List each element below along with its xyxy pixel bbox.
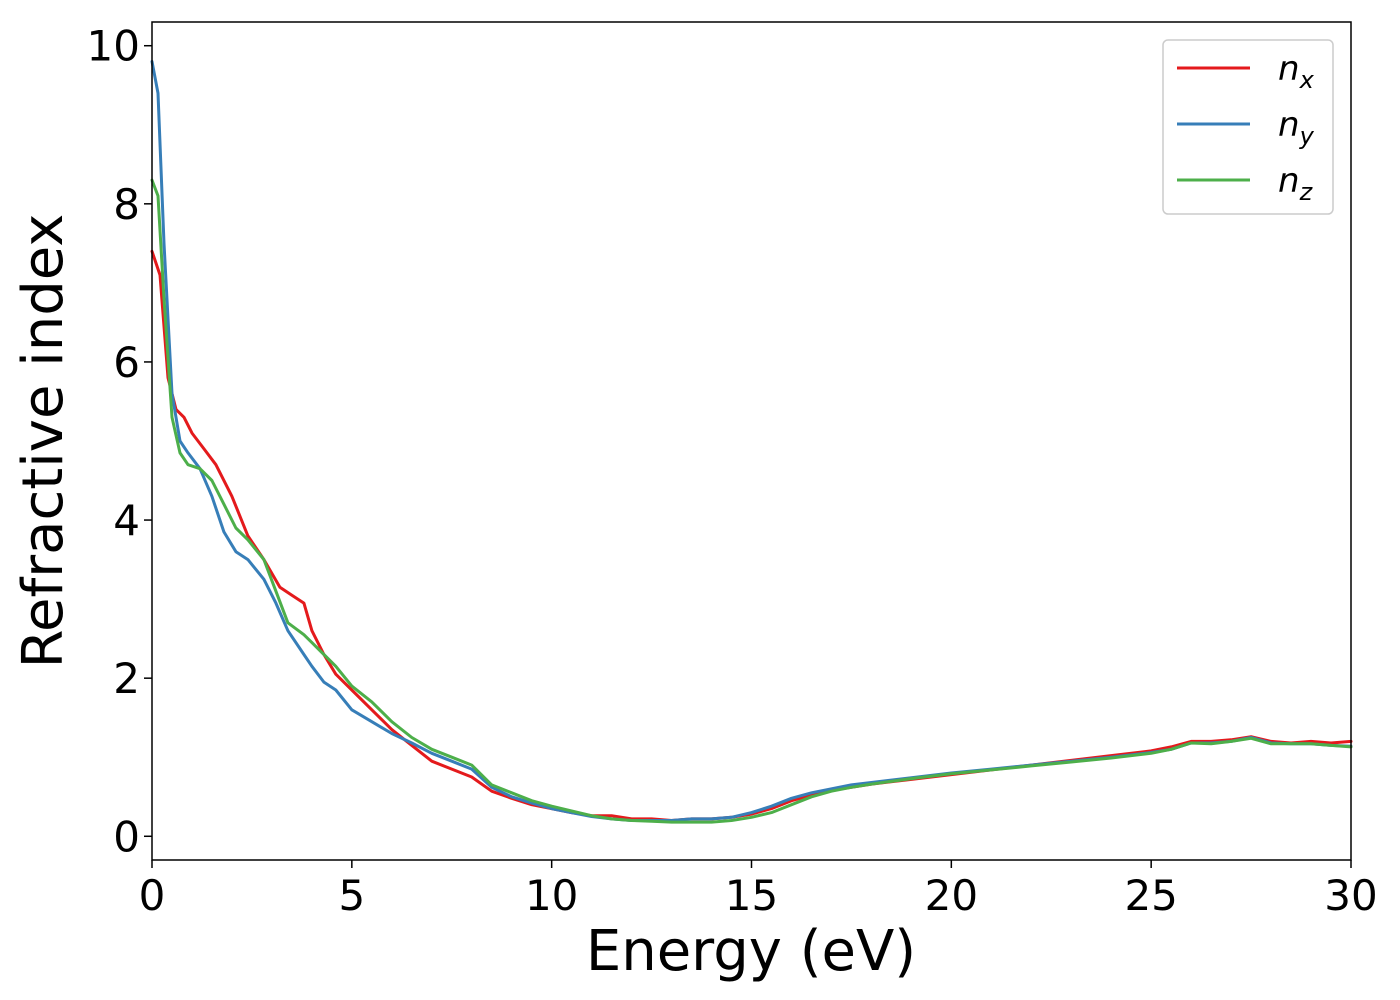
legend-symbol: n: [1278, 161, 1300, 201]
y-tick-label: 4: [113, 496, 140, 545]
y-tick-label: 6: [113, 338, 140, 387]
y-tick-label: 8: [113, 180, 140, 229]
y-tick-label: 0: [113, 812, 140, 861]
y-tick-label: 2: [113, 654, 140, 703]
y-tick-label: 10: [87, 22, 140, 71]
series-line-nz: [150, 178, 1353, 824]
legend-label-ny: ny: [1278, 105, 1315, 150]
legend-symbol: n: [1278, 105, 1300, 145]
x-tick-label: 15: [725, 871, 778, 920]
y-axis-ticks: 0 2 4 6 8 10: [87, 22, 152, 861]
legend-subscript: z: [1299, 178, 1314, 206]
x-tick-label: 5: [338, 871, 365, 920]
x-tick-label: 30: [1324, 871, 1377, 920]
legend-symbol: n: [1278, 49, 1300, 89]
x-axis-label: Energy (eV): [586, 919, 916, 984]
legend-label-nx: nx: [1278, 49, 1315, 94]
legend-subscript: y: [1299, 122, 1315, 150]
x-tick-label: 20: [925, 871, 978, 920]
legend-subscript: x: [1299, 66, 1315, 94]
x-tick-label: 25: [1124, 871, 1177, 920]
x-tick-label: 10: [525, 871, 578, 920]
y-axis-label: Refractive index: [11, 214, 76, 669]
x-axis-ticks: 0 5 10 15 20 25 30: [139, 860, 1378, 920]
legend-box: [1162, 39, 1334, 215]
x-tick-label: 0: [139, 871, 166, 920]
series-layer: [150, 60, 1353, 824]
legend-label-nz: nz: [1278, 161, 1314, 206]
